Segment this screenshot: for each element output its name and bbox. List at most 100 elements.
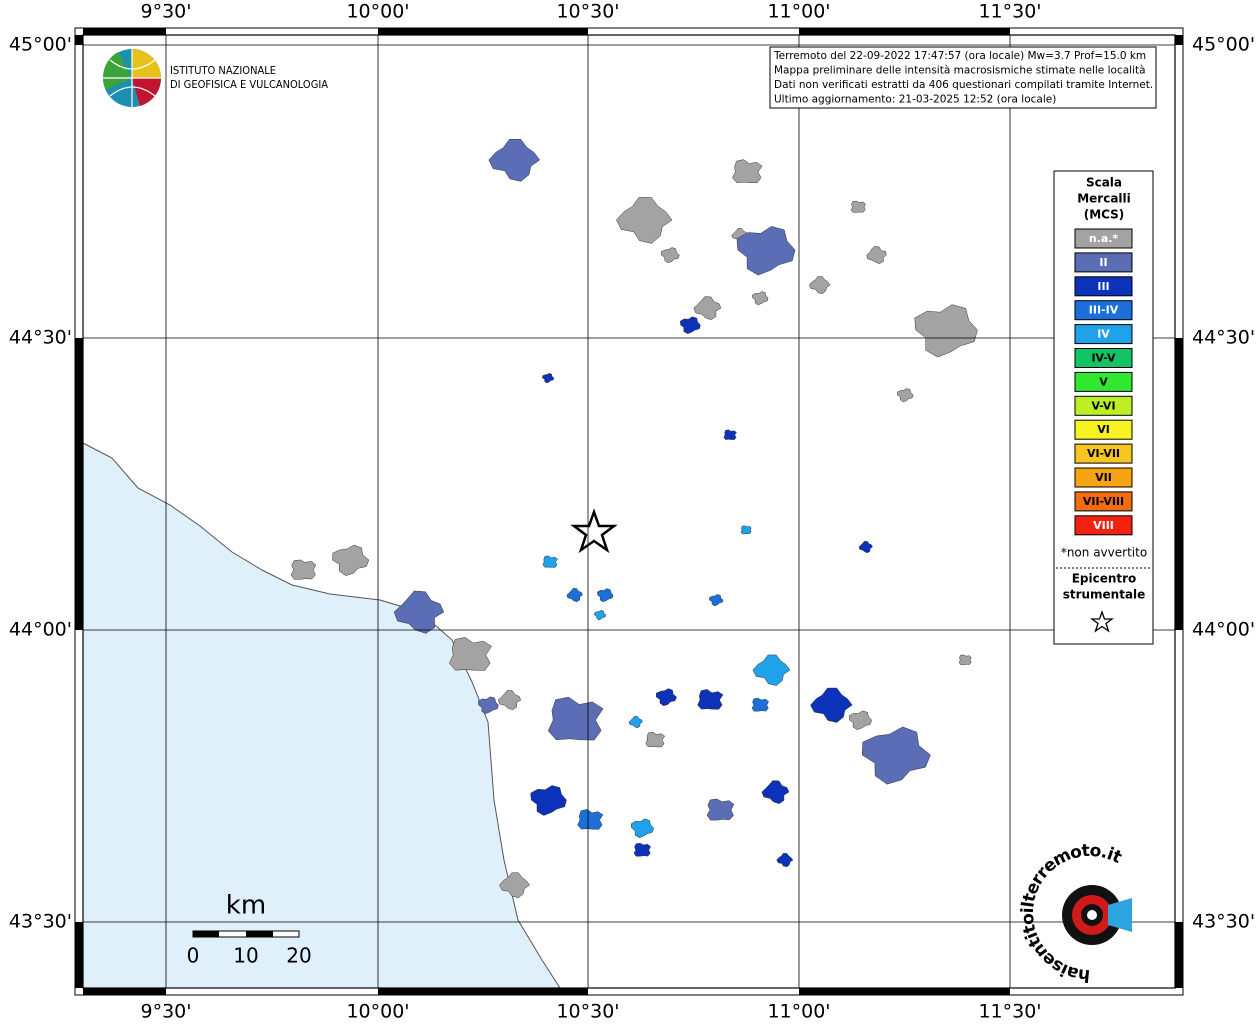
legend: ScalaMercalli(MCS)n.a.*IIIIIIII-IVIVIV-V… — [1053, 170, 1154, 645]
lon-label: 10°00' — [346, 1, 409, 23]
frame-outline — [74, 27, 1184, 996]
area — [661, 247, 680, 264]
scale-label: 10 — [233, 944, 258, 968]
epicentre-star — [570, 508, 618, 554]
area — [897, 388, 914, 403]
legend-label: IV — [1097, 328, 1110, 341]
legend-swatch — [1074, 348, 1133, 368]
legend-label: VI — [1097, 423, 1110, 436]
area — [751, 697, 769, 712]
lat-label: 45°00' — [1192, 34, 1255, 56]
legend-footnote: *non avvertito — [1061, 546, 1147, 560]
area — [866, 246, 887, 264]
frame-bar — [1175, 338, 1183, 630]
area — [680, 316, 701, 334]
logo-line: ISTITUTO NAZIONALE — [170, 64, 276, 77]
graticule: 9°30' 9°30' 10°00' 10°00' 10°30' 10°30' 11°00'… — [9, 1, 1255, 1023]
lat-label: 45°00' — [9, 34, 72, 56]
area — [655, 688, 677, 707]
area — [740, 525, 752, 535]
area — [332, 544, 370, 576]
frame-bar — [75, 338, 83, 630]
area — [752, 291, 769, 306]
area — [693, 296, 722, 320]
frame-bar — [83, 28, 166, 35]
legend-title: Mercalli — [1077, 192, 1131, 206]
frame-bar — [799, 28, 1010, 35]
legend-swatch — [1074, 491, 1133, 512]
area — [776, 853, 794, 868]
legend-label: V-VI — [1091, 399, 1115, 412]
legend-label: III-IV — [1089, 304, 1119, 317]
area — [633, 842, 651, 857]
scale-label: 0 — [187, 944, 200, 968]
area — [597, 588, 614, 603]
legend-epicentre: strumentale — [1063, 588, 1146, 602]
lat-label: 44°00' — [9, 619, 72, 641]
area — [577, 809, 604, 830]
legend-label: n.a.* — [1089, 232, 1119, 245]
area — [630, 818, 654, 838]
area — [542, 555, 558, 568]
info-box: Terremoto del 22-09-2022 17:47:57 (ora l… — [769, 46, 1157, 109]
lon-label: 9°30' — [141, 1, 192, 23]
intensity-areas — [290, 138, 978, 898]
area — [542, 373, 555, 384]
area — [628, 716, 643, 729]
frame-bar — [1175, 35, 1183, 45]
area — [290, 559, 317, 580]
legend-title: (MCS) — [1084, 208, 1125, 222]
area — [752, 654, 791, 686]
lat-label: 44°30' — [9, 327, 72, 349]
area — [566, 588, 583, 603]
legend-label: III — [1097, 280, 1109, 293]
area — [723, 429, 737, 440]
area — [706, 798, 735, 821]
frame-bar — [1175, 922, 1183, 988]
area — [761, 780, 790, 804]
frame-bar — [83, 988, 166, 995]
legend-label: V — [1099, 375, 1108, 388]
lon-label: 11°00' — [767, 1001, 830, 1023]
area — [547, 696, 604, 741]
area — [848, 710, 872, 730]
lat-label: 43°30' — [9, 911, 72, 933]
info-line: Mappa preliminare delle intensità macros… — [774, 65, 1146, 77]
legend-label: VII-VIII — [1083, 495, 1124, 508]
frame-bar — [378, 988, 588, 995]
legend-swatch — [1074, 419, 1133, 440]
lon-label: 10°30' — [556, 1, 619, 23]
info-line: Ultimo aggiornamento: 21-03-2025 12:52 (… — [774, 94, 1056, 106]
lat-label: 44°00' — [1192, 619, 1255, 641]
legend-label: VII — [1095, 471, 1112, 484]
scale-label: 20 — [286, 944, 311, 968]
area — [488, 138, 541, 182]
legend-swatch — [1074, 228, 1133, 249]
area — [809, 276, 831, 295]
legend-epicentre: Epicentro — [1072, 572, 1137, 586]
frame-bars — [74, 27, 1184, 996]
lat-label: 43°30' — [1192, 911, 1255, 933]
scale-unit: km — [226, 891, 266, 921]
scale-bar: km 0 10 20 — [187, 891, 312, 968]
legend-swatch — [1074, 443, 1133, 464]
area — [736, 226, 796, 276]
area — [709, 594, 724, 607]
legend-swatch — [1074, 395, 1133, 416]
area — [858, 541, 873, 554]
legend-label: II — [1099, 256, 1107, 269]
legend-swatch — [1074, 371, 1133, 392]
legend-label: VIII — [1093, 519, 1114, 532]
legend-swatch — [1074, 515, 1133, 536]
frame-bar — [75, 922, 83, 988]
area — [393, 590, 445, 634]
area — [449, 637, 492, 671]
frame-bar — [75, 35, 83, 45]
legend-swatch — [1074, 324, 1133, 345]
lon-label: 11°00' — [767, 1, 830, 23]
lon-label: 11°30' — [978, 1, 1041, 23]
area — [850, 200, 866, 213]
area — [810, 687, 853, 723]
